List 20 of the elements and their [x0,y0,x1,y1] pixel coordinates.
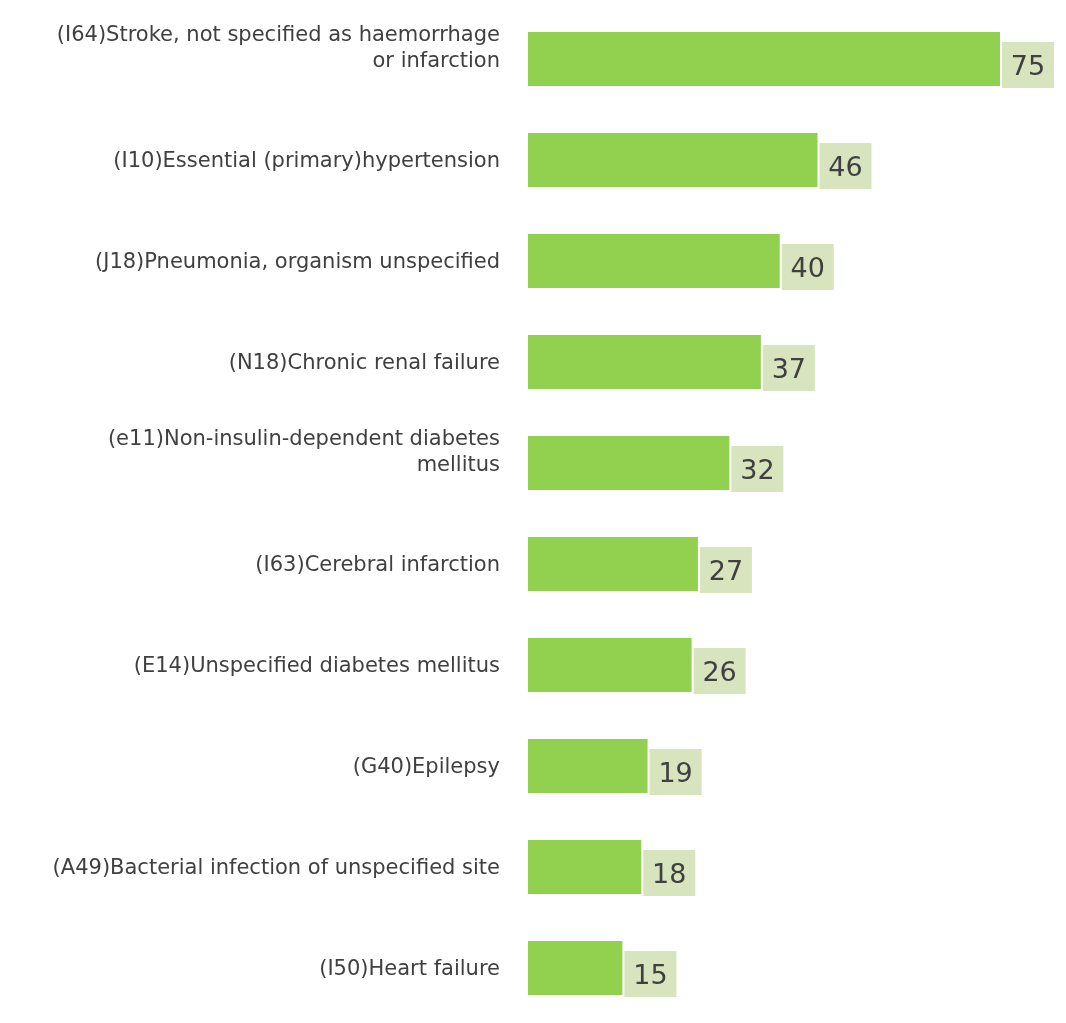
y-tick-label: (J18)Pneumonia, organism unspecified [95,248,500,273]
data-label: 18 [652,857,687,889]
data-label: 37 [771,352,807,384]
y-tick-label: (I63)Cerebral infarction [255,551,500,576]
y-tick-label: (A49)Bacterial infection of unspecified site [52,854,500,879]
data-label: 32 [740,453,775,485]
data-label: 27 [708,554,744,586]
data-label: 19 [658,756,693,788]
y-tick-label: (I64)Stroke, not specified as haemorrhage or infarction [56,21,500,72]
y-tick-label: (N18)Chronic renal failure [228,349,500,374]
data-label: 40 [790,251,825,283]
data-label: 75 [1010,49,1046,81]
y-tick-label: (E14)Unspecified diabetes mellitus [133,652,500,677]
data-label: 46 [828,150,863,182]
y-tick-label: (I10)Essential (primary)hypertension [113,147,500,172]
y-tick-label: (G40)Epilepsy [352,753,500,778]
data-label: 26 [702,655,737,687]
data-label: 15 [633,958,668,990]
y-tick-label: (e11)Non-insulin-dependent diabetes mellitus [107,425,500,476]
y-tick-label: (I50)Heart failure [319,955,500,980]
